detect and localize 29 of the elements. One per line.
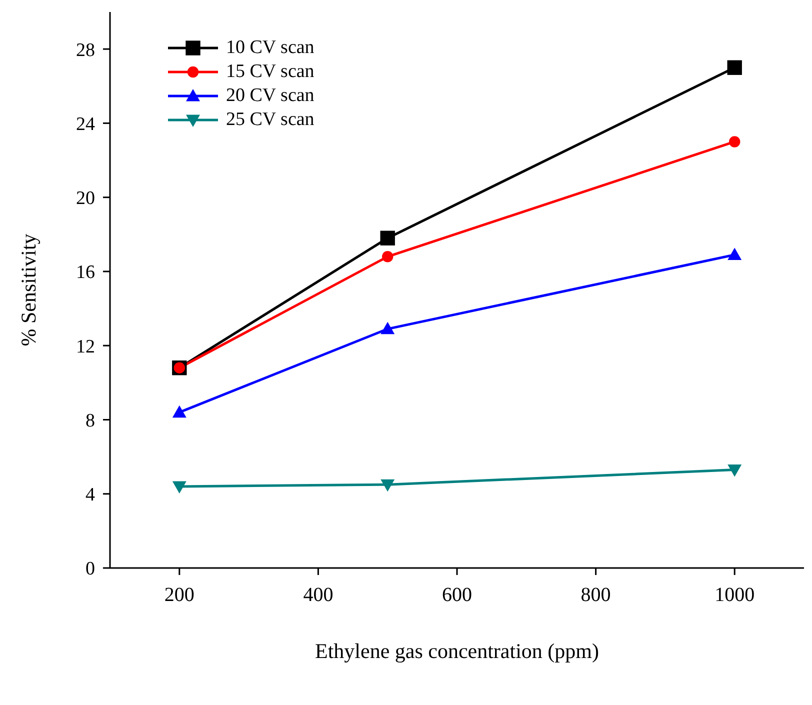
x-tick-label: 600	[442, 584, 472, 606]
point	[729, 136, 740, 148]
point	[382, 251, 394, 262]
point	[728, 464, 742, 477]
point	[380, 479, 395, 492]
legend-label: 15 CV scan	[226, 61, 314, 83]
y-tick-label: 0	[86, 558, 95, 580]
legend-label: 20 CV scan	[226, 85, 314, 107]
x-axis-title: Ethylene gas concentration (ppm)	[315, 639, 599, 663]
y-tick-label: 8	[86, 410, 95, 432]
legend-label: 10 CV scan	[226, 37, 314, 59]
x-tick-label: 1000	[714, 584, 755, 606]
x-tick-label: 800	[580, 584, 611, 606]
point	[727, 60, 742, 75]
point	[380, 322, 395, 334]
y-tick-label: 4	[86, 484, 96, 506]
point	[728, 248, 742, 260]
point	[172, 405, 186, 418]
y-tick-label: 16	[76, 262, 95, 284]
y-axis-title: % Sensitivity	[16, 233, 40, 346]
y-tick-label: 12	[76, 336, 95, 358]
y-tick-label: 24	[76, 114, 96, 135]
legend-label: 25 CV scan	[226, 109, 314, 131]
point	[380, 230, 395, 246]
x-tick-label: 200	[164, 584, 194, 606]
y-tick-label: 28	[76, 40, 95, 61]
x-tick-label: 400	[303, 584, 334, 606]
y-tick-label: 20	[76, 188, 95, 210]
point	[172, 481, 186, 494]
